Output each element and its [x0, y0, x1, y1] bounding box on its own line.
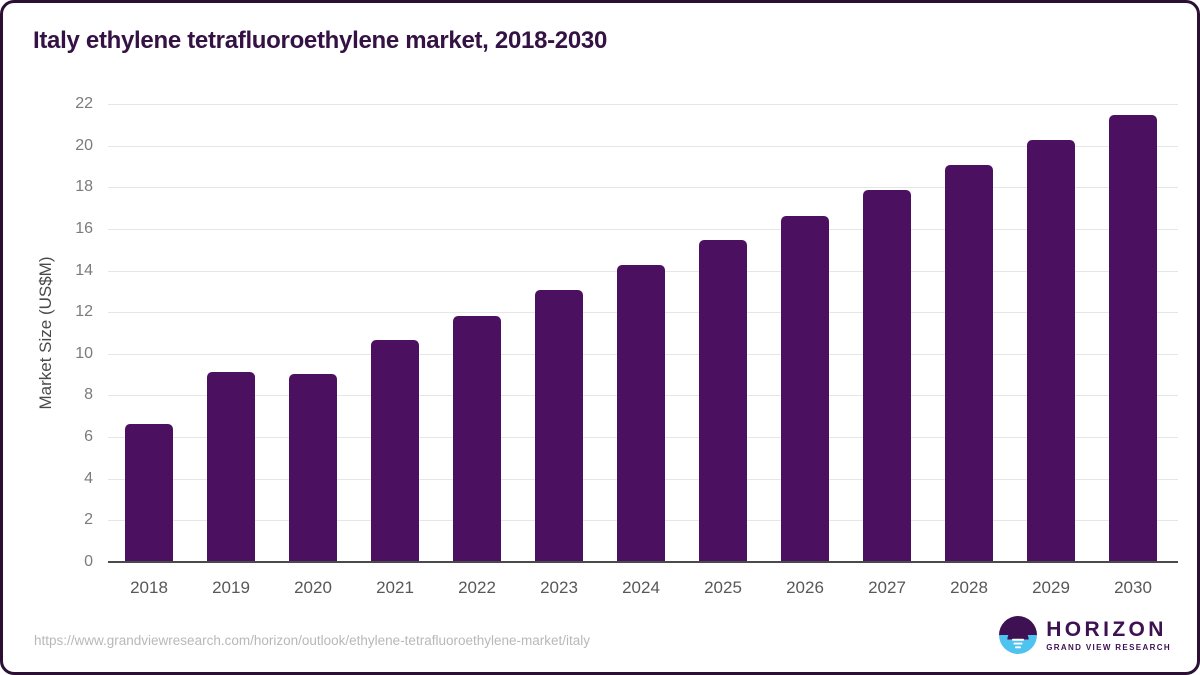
horizon-logo[interactable]: HORIZON GRAND VIEW RESEARCH: [999, 616, 1171, 654]
y-axis-tick-label: 0: [84, 553, 93, 570]
y-axis-tick-label: 12: [75, 303, 93, 321]
logo-subtitle: GRAND VIEW RESEARCH: [1046, 642, 1171, 652]
bar[interactable]: [1027, 139, 1075, 562]
y-axis-tick-label: 22: [75, 95, 93, 112]
y-axis-tick-label: 4: [84, 469, 93, 487]
gridline: [108, 187, 1178, 189]
y-axis-tick-label: 10: [75, 344, 93, 362]
bar[interactable]: [781, 215, 829, 562]
x-axis-line: [108, 561, 1178, 563]
x-axis-tick-label: 2020: [294, 578, 332, 597]
y-axis-tick-label: 18: [75, 178, 93, 196]
page-title: Italy ethylene tetrafluoroethylene marke…: [33, 27, 607, 54]
x-axis-tick-label: 2023: [540, 578, 578, 597]
x-axis-tick-label: 2029: [1032, 578, 1070, 597]
bar[interactable]: [617, 265, 665, 562]
x-axis-tick-label: 2027: [868, 578, 906, 597]
x-axis-tick-label: 2026: [786, 578, 824, 597]
bar[interactable]: [289, 373, 337, 562]
x-axis-tick-label: 2019: [212, 578, 250, 597]
bar[interactable]: [535, 290, 583, 562]
x-axis-tick-label: 2025: [704, 578, 742, 597]
bar[interactable]: [207, 371, 255, 562]
y-axis-tick-label: 20: [75, 136, 93, 154]
gridline: [108, 228, 1178, 230]
bar[interactable]: [945, 165, 993, 562]
bar[interactable]: [371, 339, 419, 562]
y-axis-tick-label: 14: [75, 261, 93, 279]
x-axis-tick-label: 2022: [458, 578, 496, 597]
x-axis-tick-label: 2028: [950, 578, 988, 597]
horizon-logo-icon: [999, 616, 1038, 654]
gridline: [108, 145, 1178, 147]
y-axis-tick-label: 16: [75, 219, 93, 237]
x-axis-tick-label: 2018: [130, 578, 168, 597]
bar[interactable]: [863, 189, 911, 562]
logo-wordmark: HORIZON: [1046, 617, 1167, 641]
x-axis-tick-label: 2030: [1114, 578, 1152, 597]
source-url[interactable]: https://www.grandviewresearch.com/horizo…: [34, 633, 591, 648]
y-axis-tick-label: 6: [84, 428, 93, 446]
plot-area: Market Size (US$M) 0 2 4 6 8 10 12 14 16 18 20 22 2…: [36, 95, 1178, 597]
bar[interactable]: [125, 423, 173, 562]
x-axis-tick-label: 2021: [376, 578, 414, 597]
gridline: [108, 104, 1178, 105]
bar[interactable]: [1109, 115, 1157, 562]
bar[interactable]: [453, 315, 501, 562]
horizon-logo-text: HORIZON GRAND VIEW RESEARCH: [1046, 619, 1171, 652]
y-axis-tick-label: 8: [84, 386, 93, 404]
x-axis-tick-label: 2024: [622, 578, 660, 597]
bar[interactable]: [699, 240, 747, 562]
y-axis-tick-label: 2: [84, 511, 93, 529]
